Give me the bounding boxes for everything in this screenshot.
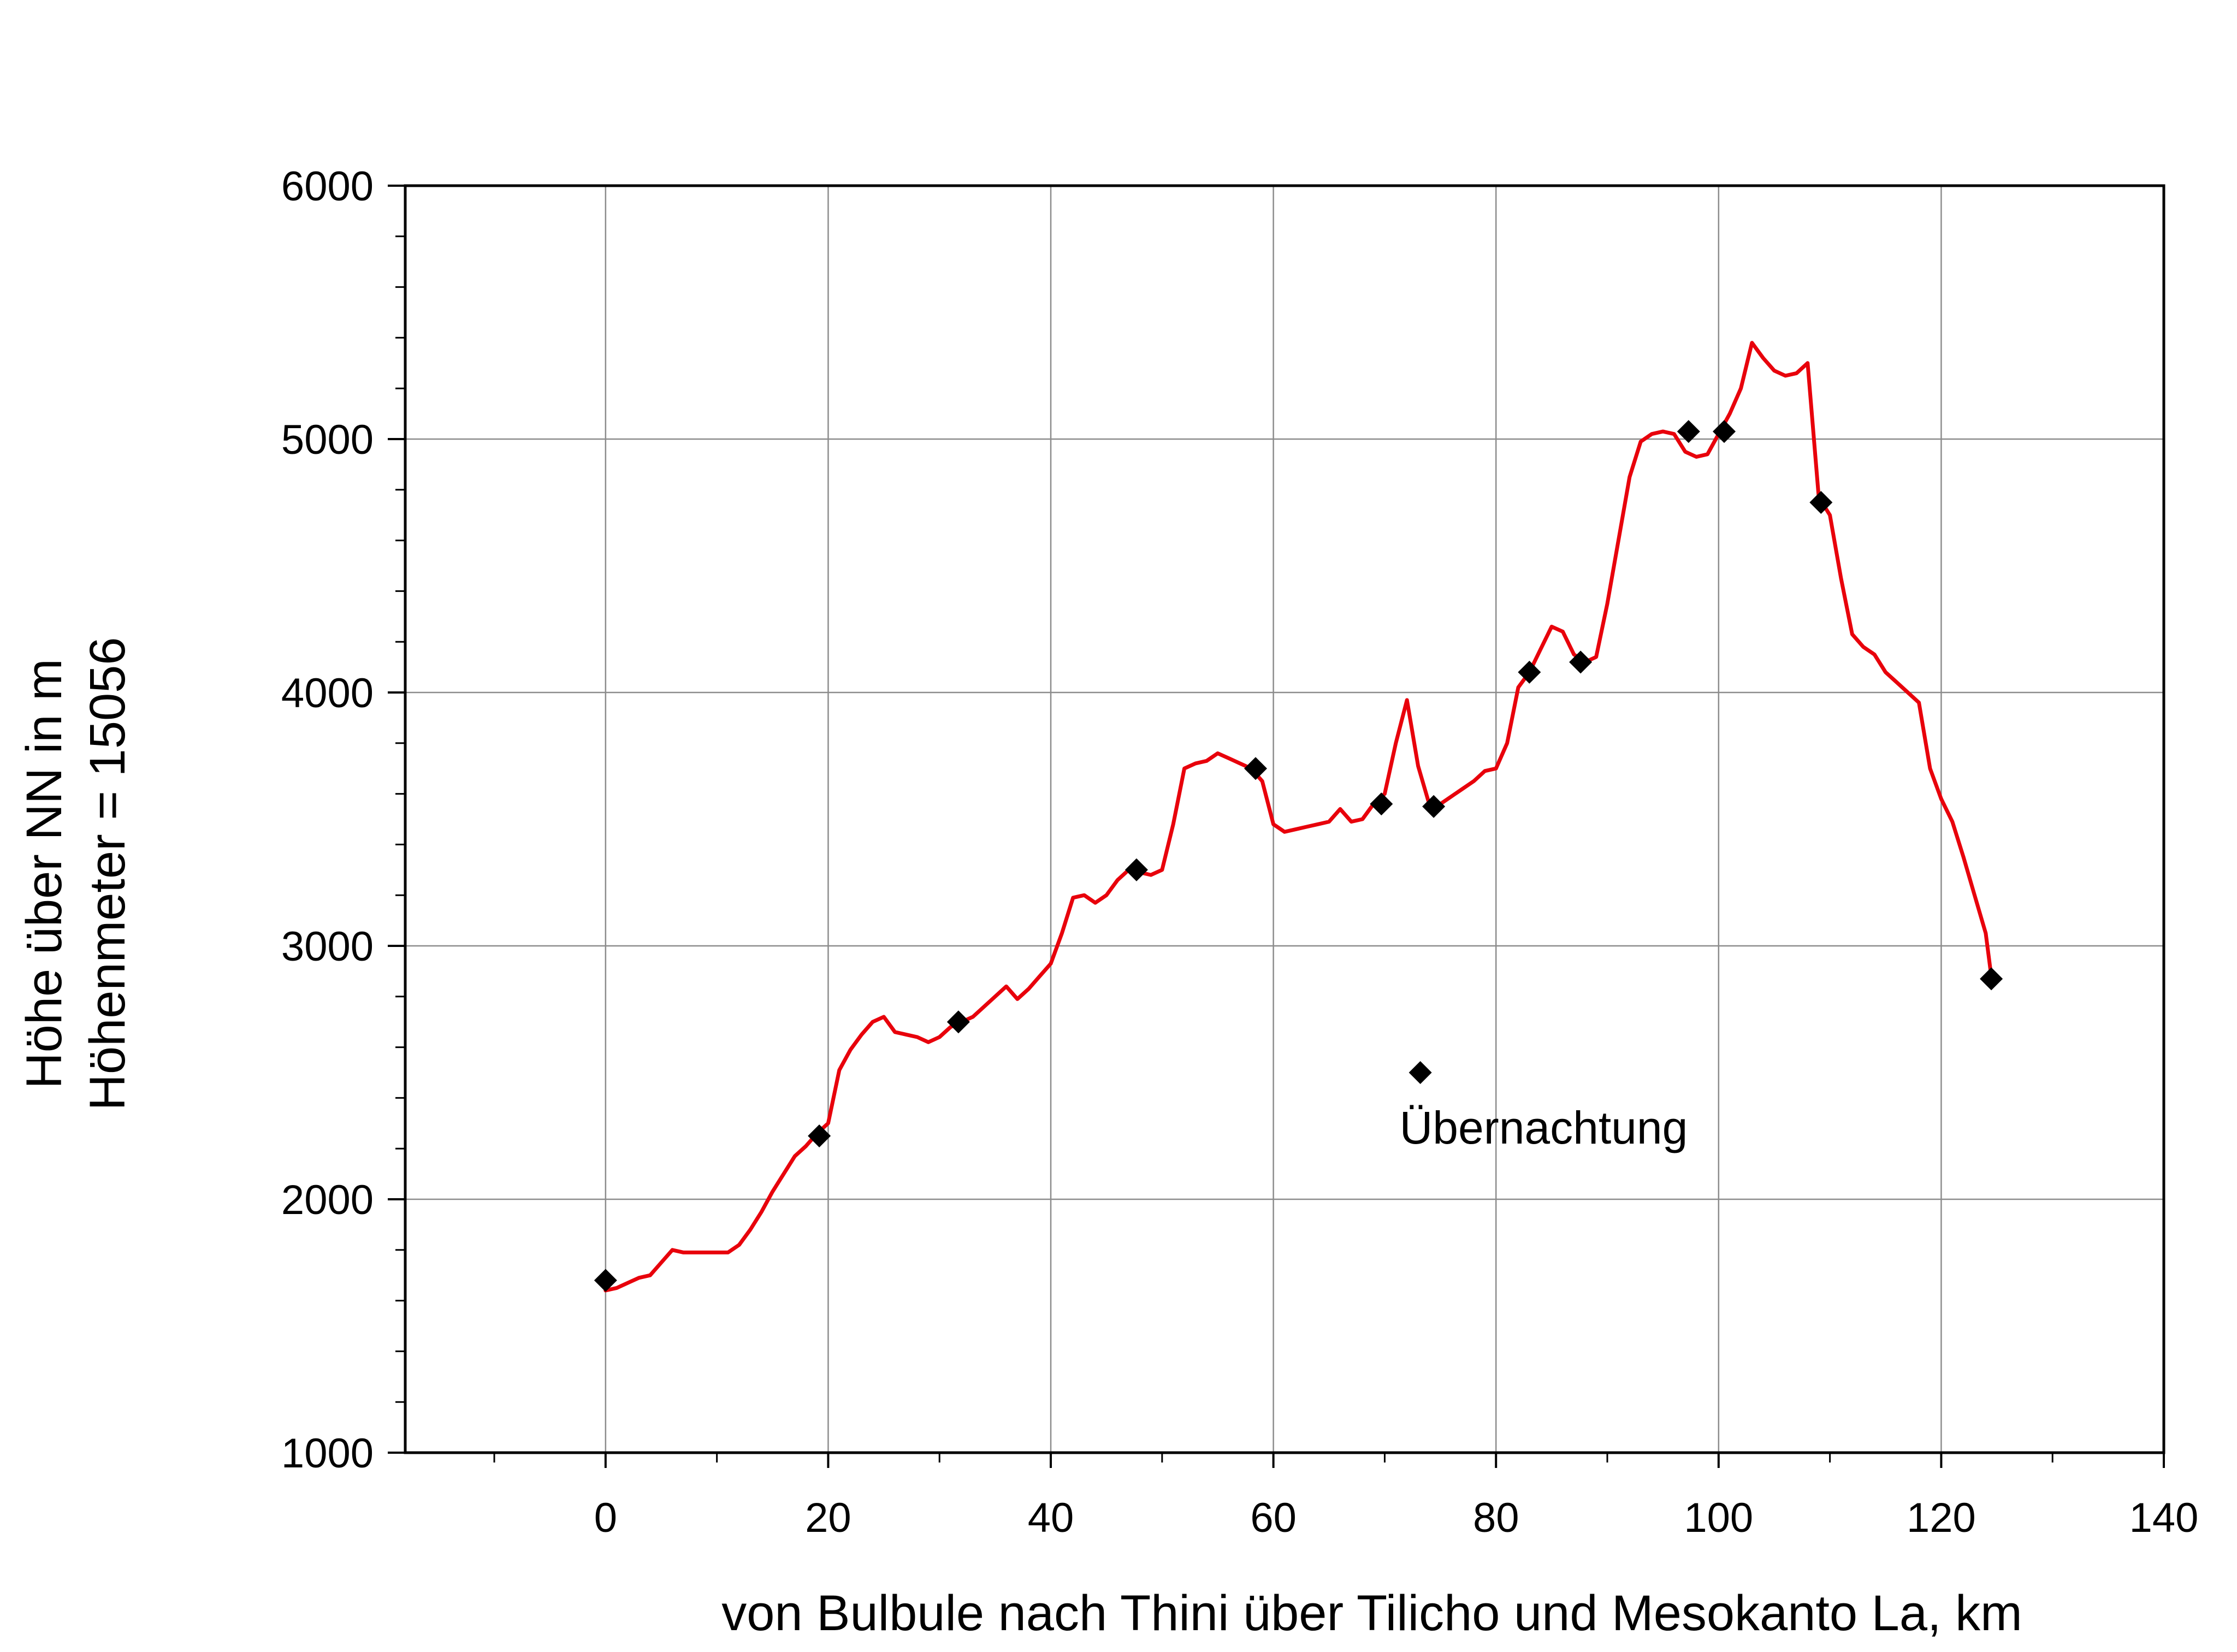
x-tick-label: 40 [1028,1495,1074,1541]
x-tick-label: 140 [2129,1495,2199,1541]
y-axis-title: Höhe über NN in m Höhenmeter = 15056 [16,637,135,1111]
legend-marker [1409,1061,1432,1084]
y-tick-labels: 1000 2000 3000 4000 5000 6000 [281,163,374,1477]
x-tick-label: 80 [1473,1495,1519,1541]
overnight-markers [594,420,2003,1292]
overnight-marker [808,1124,831,1147]
overnight-marker [1518,660,1541,684]
overnight-marker [594,1269,617,1292]
legend-label: Übernachtung [1400,1102,1688,1153]
x-tick-label: 60 [1250,1495,1297,1541]
plot-frame [404,184,2165,1454]
x-tick-label: 20 [805,1495,851,1541]
gridlines [405,186,2164,1453]
y-tick-label: 2000 [281,1177,374,1223]
x-tick-labels: 0 20 40 60 80 100 120 140 [594,1495,2199,1541]
y-tick-label: 4000 [281,670,374,717]
x-tick-label: 0 [594,1495,617,1541]
y-axis-title-line-2: Höhenmeter = 15056 [80,637,135,1111]
overnight-marker [1370,792,1393,816]
overnight-marker [1125,858,1148,881]
major-ticks [388,185,2165,1468]
y-tick-label: 5000 [281,417,374,463]
x-tick-label: 100 [1684,1495,1753,1541]
y-tick-label: 1000 [281,1430,374,1477]
y-tick-label: 6000 [281,163,374,210]
overnight-marker [1809,491,1833,514]
minor-ticks [395,235,2053,1462]
y-axis-title-line-1: Höhe über NN in m [16,659,72,1088]
x-axis-title: von Bulbule nach Thini über Tilicho und … [721,1585,2022,1641]
y-tick-label: 3000 [281,923,374,970]
overnight-marker [1422,795,1446,818]
x-tick-label: 120 [1907,1495,1976,1541]
overnight-marker [1980,967,2003,991]
legend: Übernachtung [1400,1061,1688,1153]
overnight-marker [946,1010,970,1034]
elevation-profile-line [603,341,1993,1293]
overnight-marker [1569,650,1593,674]
overnight-marker [1677,420,1700,443]
overnight-marker [1244,757,1268,780]
overnight-marker [1713,420,1736,443]
